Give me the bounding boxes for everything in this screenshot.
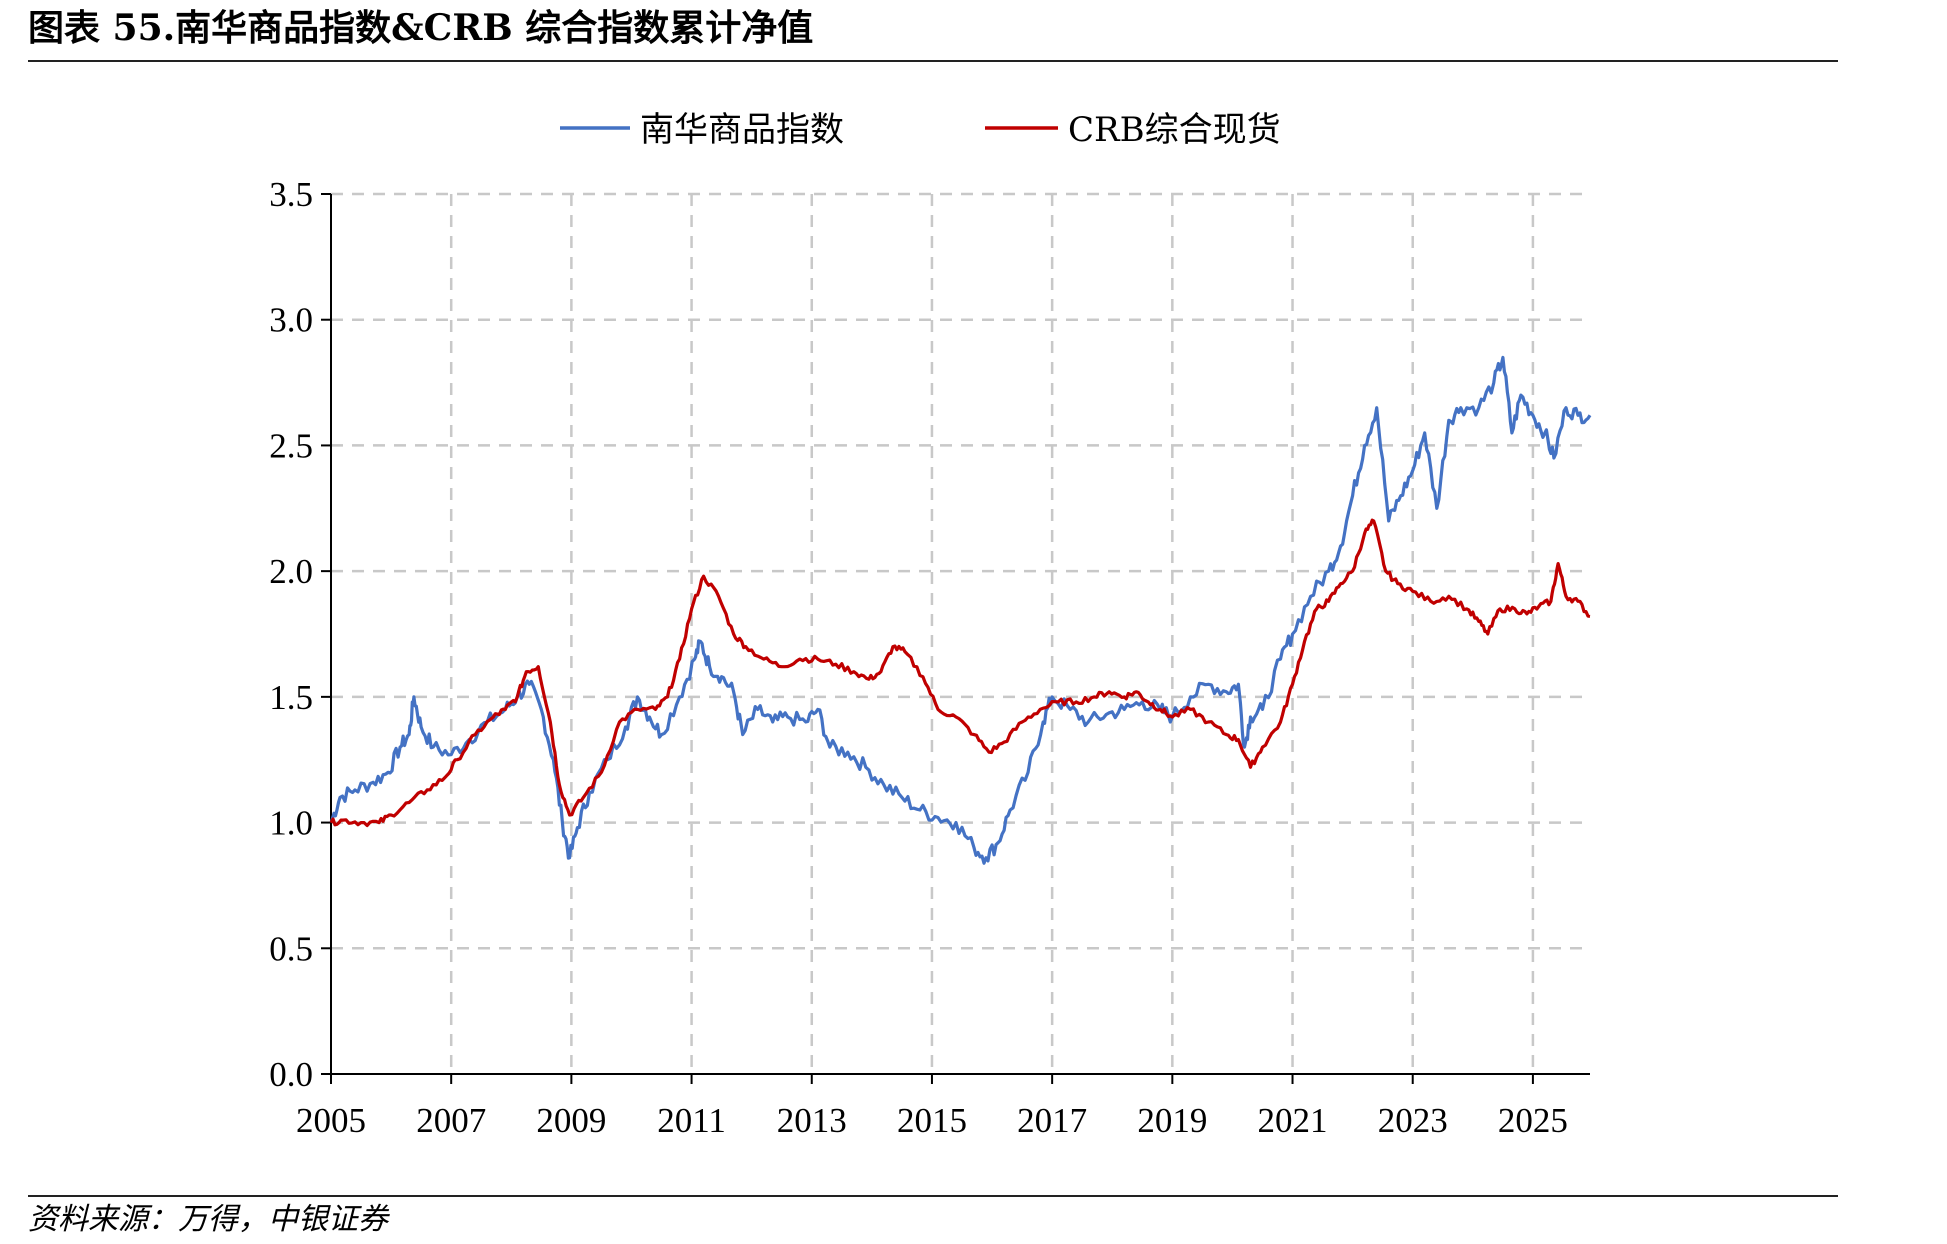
chart-tick-labels: 0.0 0.5 1.0 1.5 2.0 2.5 3.0 3.5 2005 2007 2009 2011… — [269, 175, 1568, 1140]
chart-grid — [331, 192, 1590, 1074]
legend-label-2: CRB综合现货 — [1068, 110, 1281, 150]
y-tick-label: 2.5 — [269, 426, 313, 465]
x-tick-label: 2015 — [897, 1101, 967, 1140]
y-tick-label: 2.0 — [269, 552, 313, 591]
x-tick-label: 2017 — [1017, 1101, 1087, 1140]
series-line-1 — [329, 355, 1592, 865]
x-tick-label: 2013 — [777, 1101, 847, 1140]
x-tick-label: 2019 — [1137, 1101, 1207, 1140]
y-tick-label: 0.0 — [269, 1055, 313, 1094]
y-tick-label: 1.0 — [269, 804, 313, 843]
x-tick-label: 2011 — [657, 1101, 726, 1140]
y-tick-label: 1.5 — [269, 678, 313, 717]
series-line-2 — [329, 518, 1591, 828]
x-tick-label: 2021 — [1258, 1101, 1328, 1140]
x-tick-label: 2023 — [1378, 1101, 1448, 1140]
source-note: 资料来源：万得，中银证券 — [28, 1202, 388, 1237]
y-tick-label: 3.5 — [269, 175, 313, 214]
x-tick-label: 2025 — [1498, 1101, 1568, 1140]
chart-legend: 南华商品指数 CRB综合现货 — [560, 110, 1281, 150]
figure-title: 图表 55.南华商品指数&CRB 综合指数累计净值 — [28, 7, 814, 49]
footer-divider — [28, 1195, 1838, 1197]
y-tick-label: 0.5 — [269, 929, 313, 968]
title-divider — [28, 60, 1838, 62]
x-tick-label: 2007 — [416, 1101, 486, 1140]
x-tick-label: 2009 — [536, 1101, 606, 1140]
y-tick-label: 3.0 — [269, 301, 313, 340]
chart-axes — [321, 193, 1590, 1084]
legend-label-1: 南华商品指数 — [640, 110, 844, 150]
chart-series — [329, 355, 1592, 865]
x-tick-label: 2005 — [296, 1101, 366, 1140]
